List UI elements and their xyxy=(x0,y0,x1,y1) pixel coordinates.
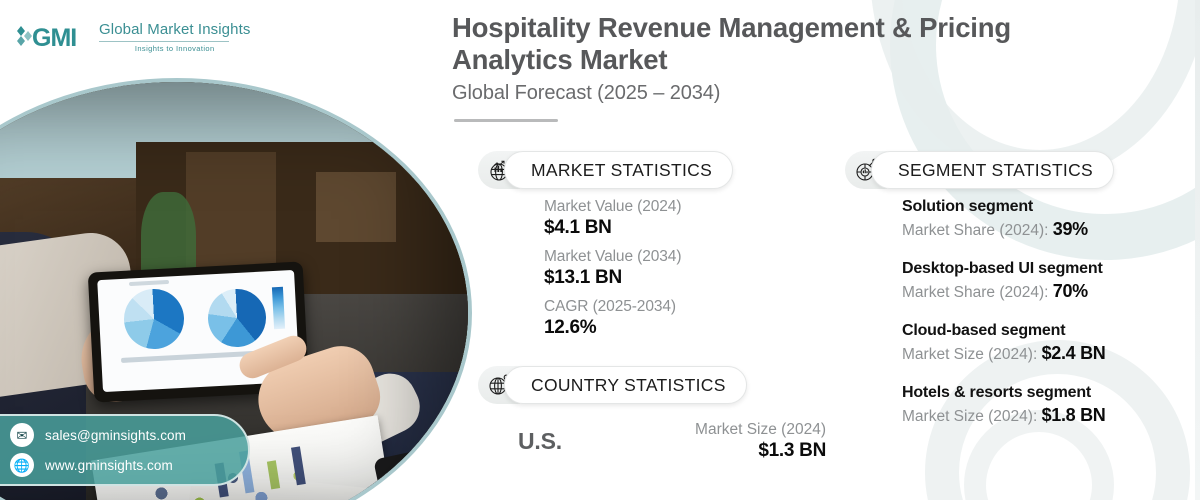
segment-name: Desktop-based UI segment xyxy=(902,260,1103,277)
photo-picture-frame xyxy=(316,172,396,242)
title-divider xyxy=(454,119,558,122)
contact-email-row[interactable]: ✉ sales@gminsights.com xyxy=(10,423,248,447)
badge-market-statistics-label: MARKET STATISTICS xyxy=(531,159,713,180)
segment-metric-label: Market Size (2024): xyxy=(902,408,1042,425)
segment-metric-label: Market Share (2024): xyxy=(902,222,1053,239)
segment-statistic-item: Cloud-based segment Market Size (2024): … xyxy=(902,322,1192,364)
segment-name: Cloud-based segment xyxy=(902,322,1066,339)
page-subtitle: Global Forecast (2025 – 2034) xyxy=(452,82,721,104)
segment-metric-row: Market Size (2024): $2.4 BN xyxy=(902,343,1192,364)
envelope-icon: ✉ xyxy=(10,423,34,447)
segment-statistic-item: Desktop-based UI segment Market Share (2… xyxy=(902,260,1192,302)
segment-metric-label: Market Size (2024): xyxy=(902,346,1042,363)
market-statistic-label: Market Value (2034) xyxy=(544,248,682,265)
segment-metric-value: $1.8 BN xyxy=(1041,405,1106,425)
badge-segment-statistics[interactable]: SEGMENT STATISTICS xyxy=(845,151,1115,189)
segment-metric-row: Market Size (2024): $1.8 BN xyxy=(902,405,1192,426)
content-area: Hospitality Revenue Management & Pricing… xyxy=(452,0,1200,500)
badge-country-statistics-pill: COUNTRY STATISTICS xyxy=(504,366,747,404)
badge-segment-statistics-label: SEGMENT STATISTICS xyxy=(898,159,1094,180)
market-statistics-list: Market Value (2024) $4.1 BN Market Value… xyxy=(544,198,784,339)
market-statistic-value: $4.1 BN xyxy=(544,217,612,238)
country-name: U.S. xyxy=(518,428,562,454)
segment-name: Hotels & resorts segment xyxy=(902,384,1092,401)
globe-icon: 🌐 xyxy=(10,453,34,477)
brand-logo[interactable]: GMI Global Market Insights Insights to I… xyxy=(14,22,250,53)
segment-metric-value: 39% xyxy=(1052,219,1088,239)
segment-statistics-list: Solution segment Market Share (2024): 39… xyxy=(902,198,1192,426)
segment-metric-label: Market Share (2024): xyxy=(902,284,1053,301)
market-statistic-item: Market Value (2024) $4.1 BN xyxy=(544,198,784,239)
market-statistic-item: Market Value (2034) $13.1 BN xyxy=(544,248,784,289)
contact-panel: ✉ sales@gminsights.com 🌐 www.gminsights.… xyxy=(0,414,250,486)
badge-country-statistics-label: COUNTRY STATISTICS xyxy=(531,374,726,395)
brand-logo-text: Global Market Insights Insights to Innov… xyxy=(99,22,250,53)
market-statistic-label: CAGR (2025-2034) xyxy=(544,298,676,315)
country-statistics-row: U.S. Market Size (2024) $1.3 BN xyxy=(518,421,826,462)
contact-website: www.gminsights.com xyxy=(45,457,173,473)
segment-metric-value: 70% xyxy=(1052,281,1088,301)
segment-statistic-item: Hotels & resorts segment Market Size (20… xyxy=(902,384,1192,426)
market-statistic-label: Market Value (2024) xyxy=(544,198,682,215)
photo-shelf-box xyxy=(186,152,276,272)
logo-divider xyxy=(99,41,229,42)
page-title: Hospitality Revenue Management & Pricing… xyxy=(452,12,1011,76)
market-statistic-item: CAGR (2025-2034) 12.6% xyxy=(544,298,784,339)
contact-email: sales@gminsights.com xyxy=(45,427,187,443)
country-statistic-value: $1.3 BN xyxy=(758,440,826,461)
badge-country-statistics[interactable]: COUNTRY STATISTICS xyxy=(478,366,747,404)
country-statistic-values: Market Size (2024) $1.3 BN xyxy=(695,421,826,462)
market-statistic-value: $13.1 BN xyxy=(544,267,622,288)
segment-metric-value: $2.4 BN xyxy=(1041,343,1106,363)
company-tagline: Insights to Innovation xyxy=(134,44,215,53)
badge-market-statistics[interactable]: MARKET STATISTICS xyxy=(478,151,734,189)
svg-text:GMI: GMI xyxy=(32,24,76,52)
contact-website-row[interactable]: 🌐 www.gminsights.com xyxy=(10,453,248,477)
badge-segment-statistics-pill: SEGMENT STATISTICS xyxy=(871,151,1115,189)
segment-name: Solution segment xyxy=(902,198,1034,215)
market-statistic-value: 12.6% xyxy=(544,317,597,338)
company-name: Global Market Insights xyxy=(99,21,251,38)
segment-metric-row: Market Share (2024): 70% xyxy=(902,281,1192,302)
country-statistic-label: Market Size (2024) xyxy=(695,421,826,438)
segment-metric-row: Market Share (2024): 39% xyxy=(902,219,1192,240)
segment-statistic-item: Solution segment Market Share (2024): 39… xyxy=(902,198,1192,240)
badge-market-statistics-pill: MARKET STATISTICS xyxy=(504,151,734,189)
gmi-diamond-icon: GMI xyxy=(14,22,90,52)
